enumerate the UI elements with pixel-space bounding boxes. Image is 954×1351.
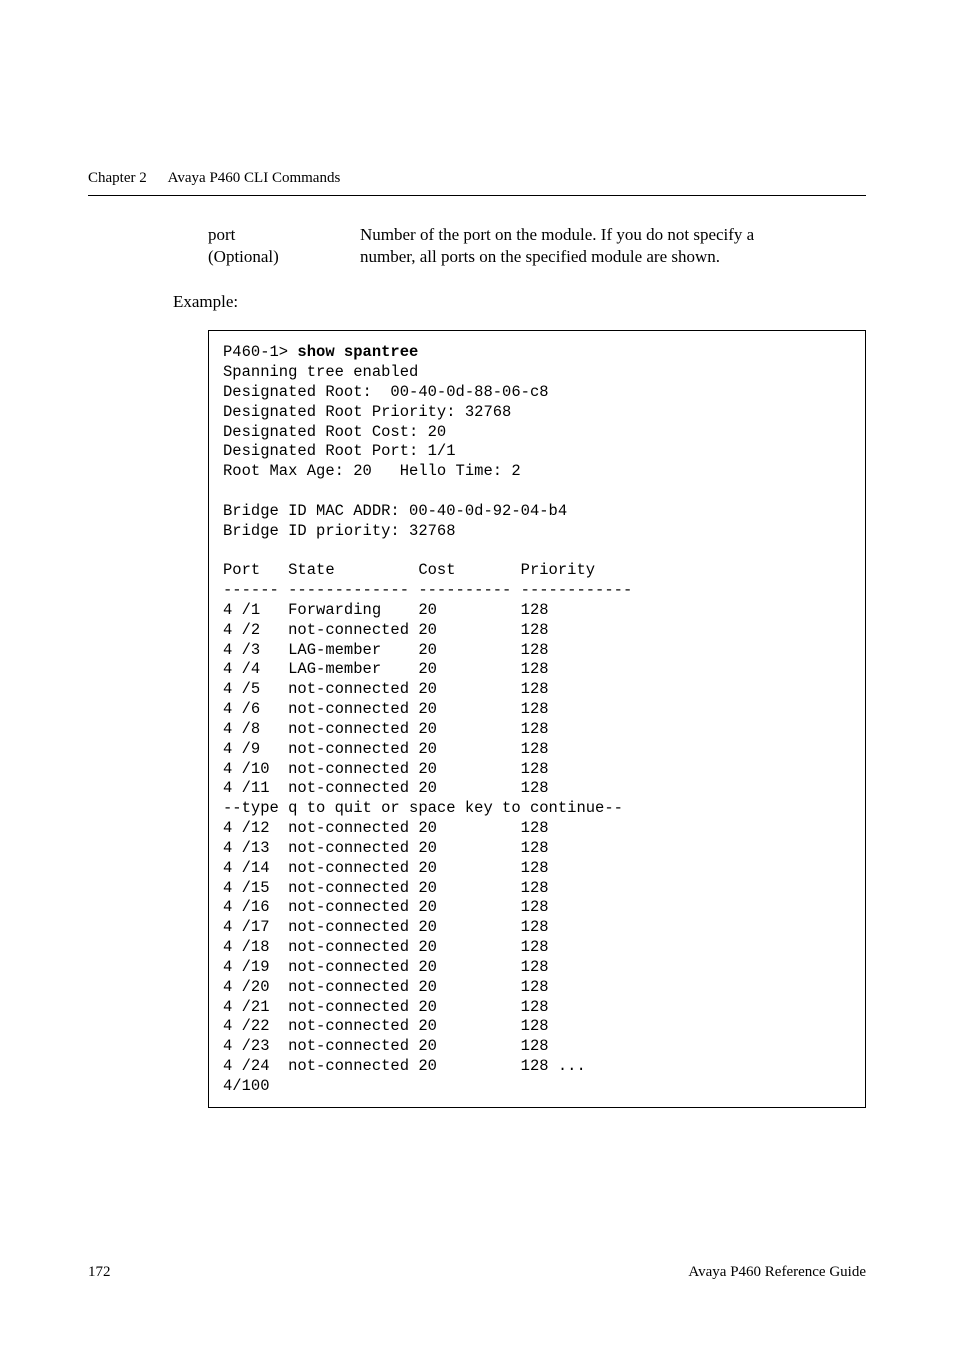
example-label: Example:	[88, 292, 866, 312]
parameter-row: port (Optional) Number of the port on th…	[88, 224, 866, 268]
terminal-command: show spantree	[297, 343, 418, 361]
parameter-description: Number of the port on the module. If you…	[360, 224, 866, 268]
parameter-name: port (Optional)	[208, 224, 360, 268]
page-footer: 172 Avaya P460 Reference Guide	[88, 1264, 866, 1281]
chapter-label: Chapter 2	[88, 170, 147, 186]
param-name-line1: port	[208, 224, 360, 246]
param-desc-line1: Number of the port on the module. If you…	[360, 224, 866, 246]
running-header: Chapter 2 Avaya P460 CLI Commands	[88, 170, 866, 187]
param-name-line2: (Optional)	[208, 246, 360, 268]
page-number: 172	[88, 1264, 111, 1281]
param-desc-line2: number, all ports on the specified modul…	[360, 246, 866, 268]
header-rule	[88, 195, 866, 196]
terminal-output: P460-1> show spantree Spanning tree enab…	[208, 330, 866, 1107]
doc-title: Avaya P460 Reference Guide	[688, 1264, 866, 1281]
terminal-body: Spanning tree enabled Designated Root: 0…	[223, 363, 632, 1095]
chapter-title: Avaya P460 CLI Commands	[168, 170, 341, 186]
terminal-prompt: P460-1>	[223, 343, 297, 361]
page: Chapter 2 Avaya P460 CLI Commands port (…	[0, 0, 954, 1351]
